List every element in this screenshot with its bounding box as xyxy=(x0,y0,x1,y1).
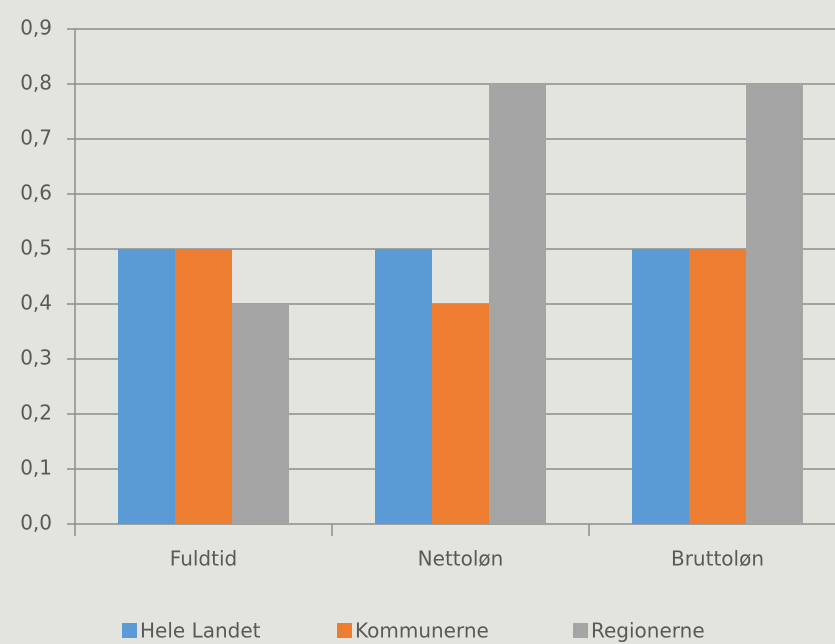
legend-label: Hele Landet xyxy=(140,619,261,643)
bar xyxy=(118,249,175,524)
bar xyxy=(432,304,489,524)
y-tick-label: 0,0 xyxy=(20,511,52,535)
y-tick-label: 0,3 xyxy=(20,346,52,370)
bar xyxy=(489,84,546,524)
legend-label: Regionerne xyxy=(591,619,705,643)
bar xyxy=(375,249,432,524)
y-tick-label: 0,6 xyxy=(20,181,52,205)
x-tick-label: Bruttoløn xyxy=(671,547,764,571)
bar xyxy=(232,304,289,524)
y-tick-label: 0,7 xyxy=(20,126,52,150)
y-tick-label: 0,2 xyxy=(20,401,52,425)
x-tick-label: Fuldtid xyxy=(170,547,237,571)
bar xyxy=(746,84,803,524)
legend-swatch xyxy=(573,623,588,638)
y-tick-label: 0,4 xyxy=(20,291,52,315)
y-tick-label: 0,5 xyxy=(20,236,52,260)
x-tick-label: Nettoløn xyxy=(418,547,504,571)
bar xyxy=(175,249,232,524)
y-tick-label: 0,8 xyxy=(20,71,52,95)
legend-label: Kommunerne xyxy=(355,619,489,643)
y-tick-label: 0,1 xyxy=(20,456,52,480)
y-tick-label: 0,9 xyxy=(20,16,52,40)
legend-swatch xyxy=(122,623,137,638)
bar xyxy=(689,249,746,524)
legend-swatch xyxy=(337,623,352,638)
bar xyxy=(632,249,689,524)
